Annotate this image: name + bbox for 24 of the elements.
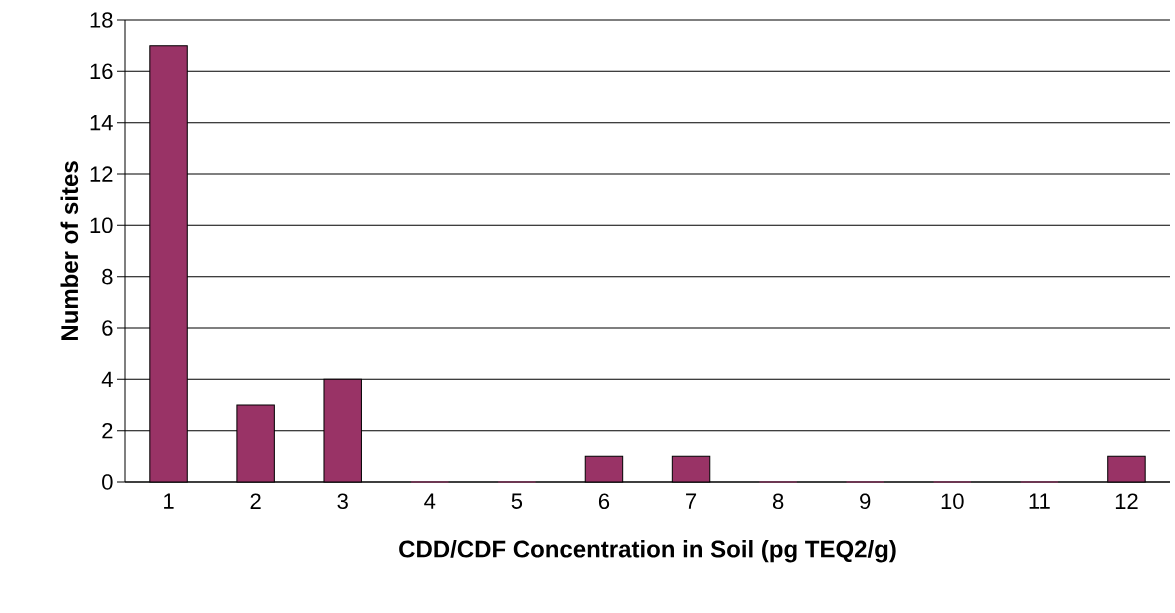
y-tick-label: 0 — [102, 474, 113, 490]
x-tick-label: 10 — [941, 493, 964, 510]
x-tick-label: 2 — [250, 493, 261, 509]
x-tick-label: 12 — [1115, 493, 1138, 509]
y-tick-label: 10 — [90, 217, 113, 234]
y-tick-label: 14 — [90, 115, 113, 131]
x-tick-label: 8 — [772, 493, 784, 510]
y-tick-label: 16 — [90, 63, 113, 80]
x-tick-label: 9 — [860, 493, 871, 510]
y-tick-label: 2 — [102, 422, 113, 439]
x-tick-label: 3 — [337, 493, 348, 510]
x-tick-label: 11 — [1029, 493, 1050, 509]
y-tick-label: 4 — [101, 371, 113, 387]
x-tick-label: 6 — [598, 493, 610, 510]
y-tick-label: 6 — [102, 320, 113, 336]
x-tick-label: 7 — [686, 493, 697, 509]
x-tick-label: 5 — [511, 493, 523, 509]
x-tick-label: 4 — [424, 493, 436, 509]
x-tick-label: 1 — [164, 493, 174, 509]
y-axis-title: Number of sites — [60, 161, 79, 341]
x-axis-title: CDD/CDF Concentration in Soil (pg TEQ2/g) — [399, 539, 896, 563]
y-tick-label: 12 — [90, 166, 113, 182]
y-tick-label: 18 — [90, 12, 113, 28]
y-tick-label: 8 — [102, 268, 113, 285]
